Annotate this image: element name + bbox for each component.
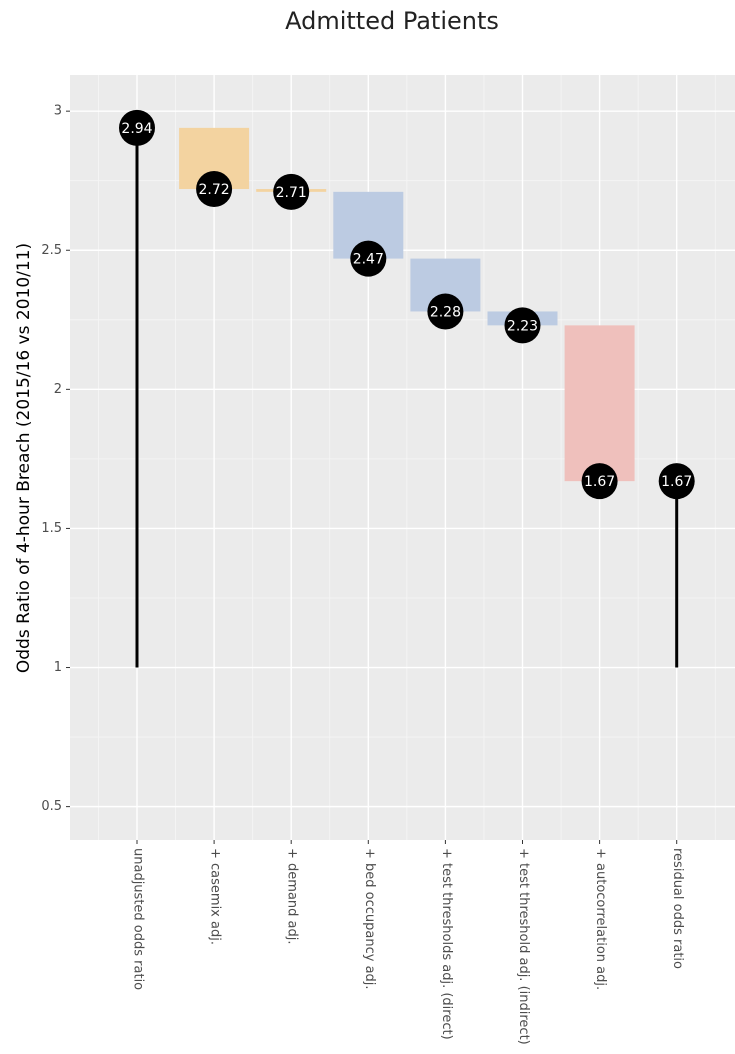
- point: [196, 171, 233, 208]
- value-label: 1.67: [584, 474, 615, 490]
- value-label: 2.72: [199, 182, 230, 198]
- point: [350, 240, 387, 277]
- y-tick-label: 0.5: [41, 799, 62, 814]
- point: [581, 463, 618, 500]
- point: [658, 463, 695, 500]
- bar: [564, 325, 635, 482]
- value-label: 2.71: [276, 185, 307, 201]
- point: [504, 307, 541, 344]
- x-tick-label: + test thresholds adj. (direct): [439, 848, 454, 1040]
- point: [273, 173, 310, 210]
- value-label: 2.23: [507, 318, 538, 334]
- y-tick-label: 3: [54, 104, 62, 119]
- plot-panel: [70, 75, 735, 840]
- value-label: 2.94: [121, 121, 152, 137]
- y-tick-label: 2: [54, 382, 62, 397]
- value-label: 2.28: [430, 304, 461, 320]
- x-tick-label: unadjusted odds ratio: [131, 848, 146, 990]
- y-axis-label: Odds Ratio of 4-hour Breach (2015/16 vs …: [14, 243, 34, 673]
- x-tick-label: + test threshold adj. (indirect): [516, 848, 531, 1045]
- x-tick-label: + bed occupancy adj.: [362, 848, 377, 990]
- x-tick-label: + autocorrelation adj.: [593, 848, 608, 990]
- y-tick-label: 1: [54, 660, 62, 675]
- x-tick-label: residual odds ratio: [670, 848, 685, 969]
- x-tick-label: + demand adj.: [285, 848, 300, 945]
- chart-title: Admitted Patients: [285, 7, 499, 35]
- x-tick-label: + casemix adj.: [208, 848, 223, 945]
- y-tick-label: 2.5: [41, 243, 62, 258]
- value-label: 1.67: [661, 474, 692, 490]
- point: [427, 293, 464, 330]
- point: [119, 109, 155, 146]
- y-tick-label: 1.5: [41, 521, 62, 536]
- value-label: 2.47: [353, 252, 384, 268]
